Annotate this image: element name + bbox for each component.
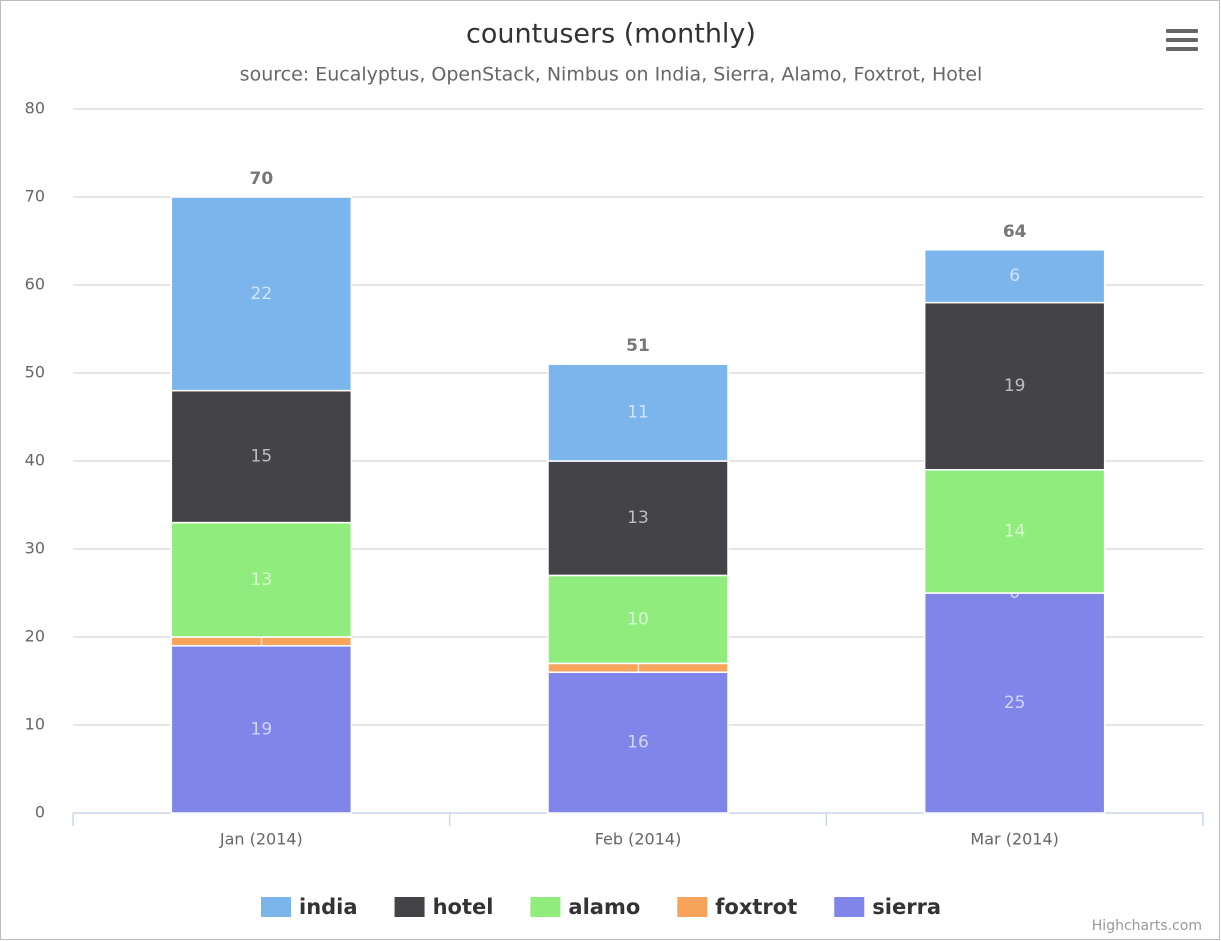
bar-segment (170, 389, 353, 524)
data-label: 15 (251, 447, 273, 467)
legend-label: alamo (568, 895, 640, 919)
data-label: 6 (1009, 266, 1020, 286)
bar-segment (547, 671, 729, 814)
stack-label: 70 (249, 169, 273, 189)
legend-swatch (530, 897, 561, 917)
legend-label: sierra (872, 895, 941, 919)
x-tick-label: Feb (2014) (595, 830, 682, 849)
data-label: 16 (627, 733, 649, 753)
bar-segment (923, 469, 1106, 594)
credits[interactable]: Highcharts.com (1092, 918, 1202, 934)
stack-label: 51 (626, 336, 650, 356)
data-label: 11 (627, 403, 649, 423)
bar-segment (170, 521, 353, 638)
legend-label: foxtrot (715, 895, 797, 919)
bar-segment (170, 196, 353, 392)
data-label: 1 (633, 658, 644, 678)
legend-swatch (261, 897, 291, 917)
y-tick-label: 80 (25, 99, 45, 118)
y-tick-label: 40 (25, 451, 45, 470)
bar-segment (923, 249, 1106, 304)
menu-bar (1166, 38, 1198, 42)
y-tick-label: 20 (25, 627, 45, 646)
bar-segment (547, 460, 729, 577)
data-label: 25 (1004, 693, 1026, 713)
legend-label: hotel (433, 895, 494, 919)
data-label: 10 (627, 609, 649, 629)
data-label: 13 (251, 570, 273, 590)
y-tick-label: 0 (35, 803, 45, 822)
y-tick-label: 70 (25, 187, 45, 206)
legend-swatch (834, 897, 865, 917)
y-tick-label: 10 (25, 715, 45, 734)
menu-bar (1166, 29, 1198, 33)
data-label: 22 (251, 284, 273, 304)
bar-segment (170, 645, 353, 814)
x-tick-label: Jan (2014) (219, 830, 303, 849)
menu-bar (1166, 47, 1198, 51)
y-tick-label: 60 (25, 275, 45, 294)
legend-swatch (394, 897, 425, 917)
data-label: 14 (1004, 521, 1026, 541)
stack-label: 64 (1003, 222, 1027, 242)
chart-subtitle: source: Eucalyptus, OpenStack, Nimbus on… (240, 64, 983, 86)
data-label: 19 (251, 719, 273, 739)
data-label: 1 (256, 631, 267, 651)
legend-swatch (677, 897, 708, 917)
data-label: 19 (1004, 376, 1026, 396)
y-tick-label: 30 (25, 539, 45, 558)
y-tick-label: 50 (25, 363, 45, 382)
legend-label: india (299, 895, 358, 919)
menu-button[interactable] (1166, 29, 1198, 51)
bar-segment (547, 363, 729, 462)
x-tick-label: Mar (2014) (970, 830, 1058, 849)
chart-title: countusers (monthly) (466, 19, 756, 50)
bar-segment (923, 592, 1106, 814)
data-label: 13 (627, 508, 649, 528)
bar-segment (923, 301, 1106, 471)
